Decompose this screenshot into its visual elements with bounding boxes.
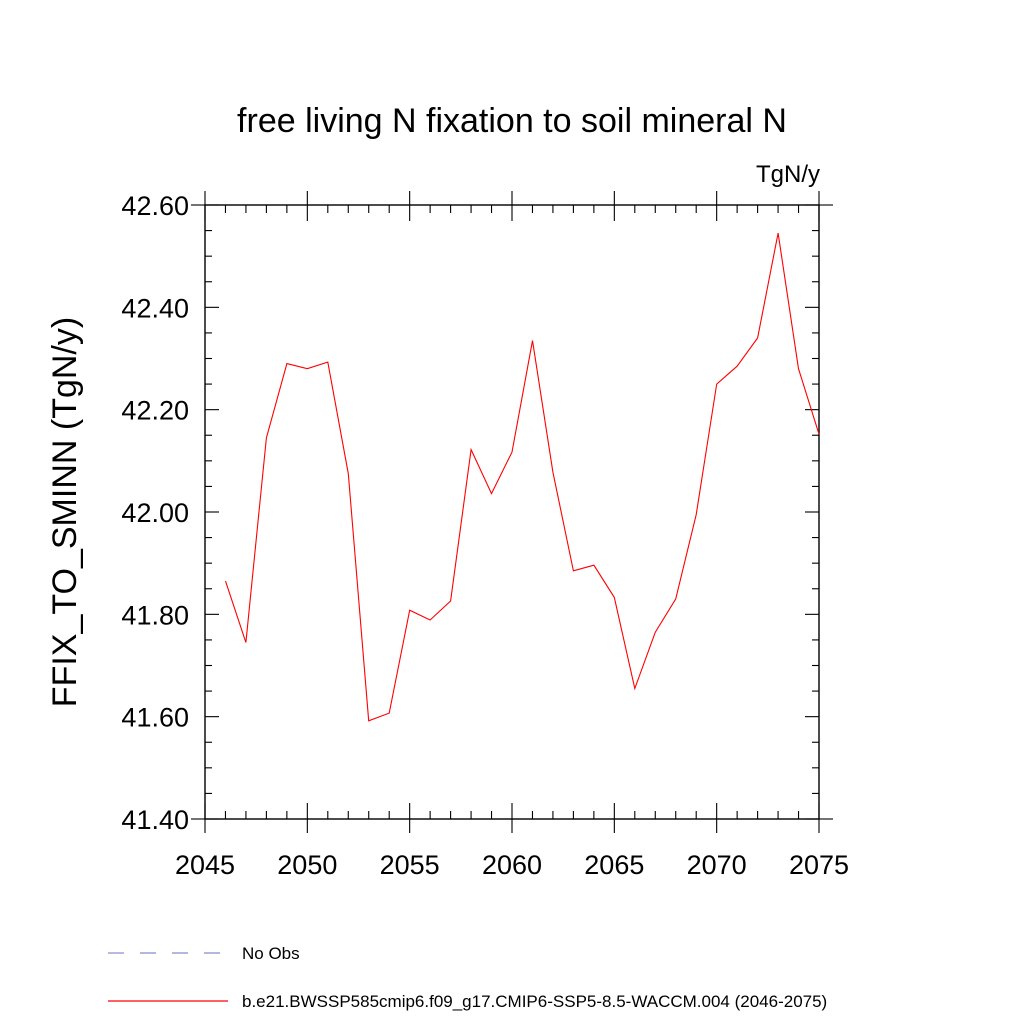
legend-label: b.e21.BWSSP585cmip6.f09_g17.CMIP6-SSP5-8… <box>242 992 827 1011</box>
x-tick-label: 2045 <box>175 850 235 880</box>
x-tick-label: 2055 <box>380 850 440 880</box>
series-line <box>224 232 820 722</box>
y-tick-label: 42.40 <box>121 293 189 323</box>
x-tick-label: 2060 <box>482 850 542 880</box>
x-tick-label: 2070 <box>687 850 747 880</box>
legend-label: No Obs <box>242 944 300 963</box>
legend: No Obs b.e21.BWSSP585cmip6.f09_g17.CMIP6-… <box>108 944 827 1011</box>
axis-ticks: 41.40 41.60 41.80 42.00 42.20 42.40 42.60 2045 2… <box>121 191 849 880</box>
y-tick-label: 42.60 <box>121 191 189 221</box>
units-label: TgN/y <box>756 161 820 188</box>
y-tick-label: 41.40 <box>121 805 189 835</box>
y-axis-label: FFIX_TO_SMINN (TgN/y) <box>46 317 84 707</box>
x-tick-label: 2075 <box>789 850 849 880</box>
chart-title: free living N fixation to soil mineral N <box>237 102 787 140</box>
y-tick-label: 41.60 <box>121 703 189 733</box>
x-tick-label: 2065 <box>584 850 644 880</box>
y-tick-label: 41.80 <box>121 600 189 630</box>
plot-frame <box>204 204 820 820</box>
y-tick-label: 42.00 <box>121 498 189 528</box>
x-tick-label: 2050 <box>277 850 337 880</box>
plot-area <box>204 204 820 820</box>
y-tick-label: 42.20 <box>121 396 189 426</box>
